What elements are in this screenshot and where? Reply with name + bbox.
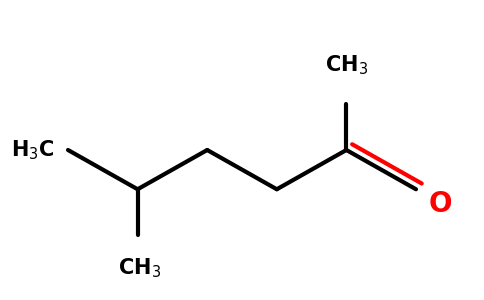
Text: O: O [428,190,452,218]
Text: CH$_3$: CH$_3$ [325,53,368,77]
Text: CH$_3$: CH$_3$ [118,256,161,280]
Text: H$_3$C: H$_3$C [12,138,55,162]
